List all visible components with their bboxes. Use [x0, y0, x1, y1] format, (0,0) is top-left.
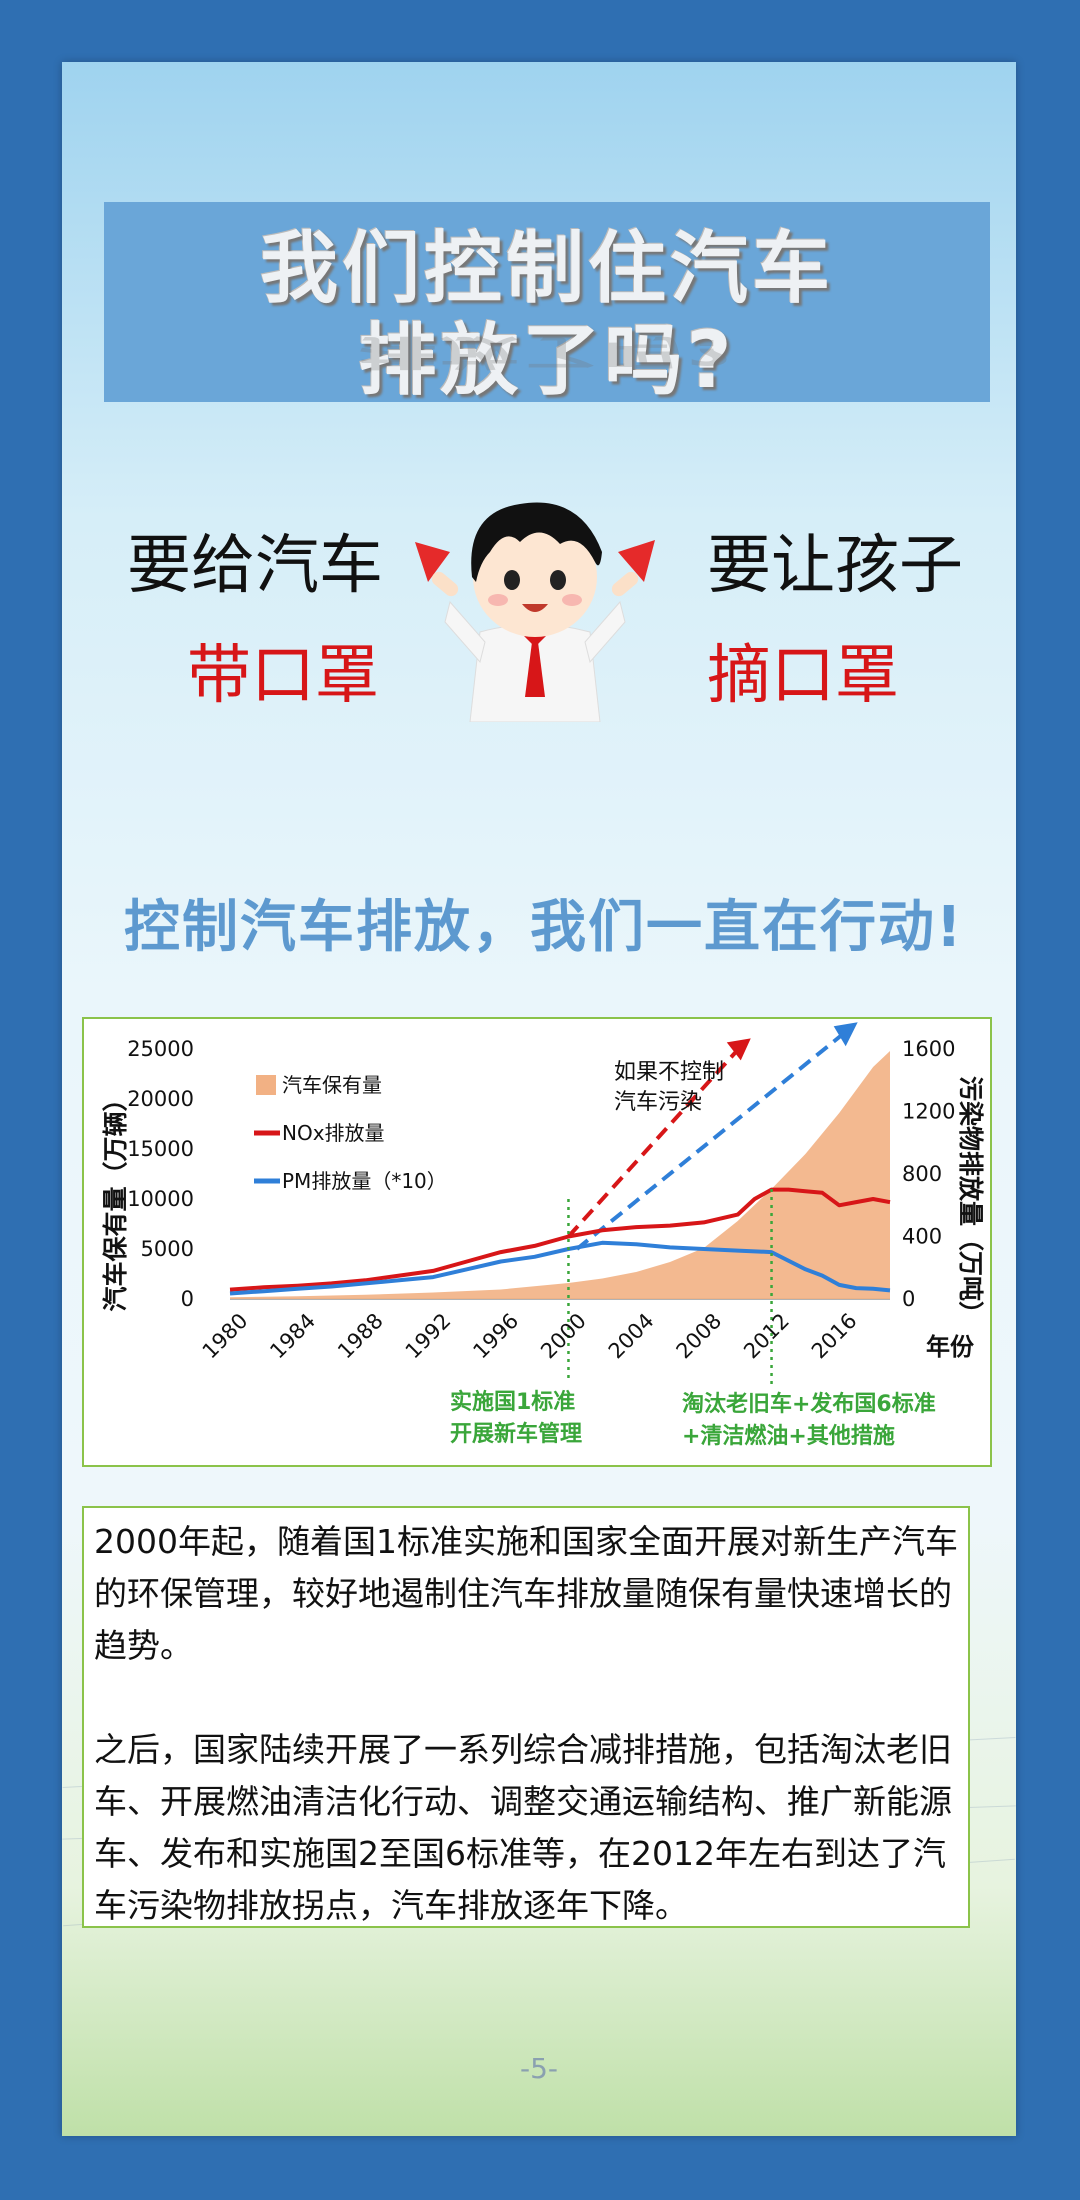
slogan-left-bottom: 带口罩: [187, 639, 379, 713]
x-tick-label: 2004: [604, 1309, 659, 1364]
headline: 控制汽车排放，我们一直在行动!: [124, 895, 964, 960]
x-tick-label: 1992: [401, 1309, 456, 1364]
right-flag: [618, 540, 655, 582]
x-tick-label: 2000: [536, 1309, 591, 1364]
x-tick-label: 2016: [807, 1309, 862, 1364]
x-tick-label: 1988: [333, 1309, 388, 1364]
line-nox-emissions: [229, 1187, 891, 1292]
poster-page: 我们控制住汽车 排放了吗? 排放了吗? 要给汽车 带口罩 要让孩子 摘口罩 控制…: [62, 62, 1016, 2136]
x-tick-label: 1984: [265, 1309, 320, 1364]
page-number: -5-: [519, 2052, 559, 2085]
projection-arrow-pm: [575, 1028, 849, 1251]
y-left-tick-label: 10000: [127, 1187, 194, 1211]
paragraph-1: 2000年起，随着国1标准实施和国家全面开展对新生产汽车的环保管理，较好地遏制住…: [94, 1522, 958, 1665]
y-right-tick-label: 800: [902, 1162, 942, 1186]
projection-arrowhead-nox: [726, 1038, 751, 1061]
y-left-axis-title: 汽车保有量（万辆）: [101, 1086, 130, 1311]
chart-container: 0 5000 10000 15000 20000 25000 0 400 800 1200 1600…: [82, 1017, 992, 1467]
y-left-tick-label: 25000: [127, 1037, 194, 1061]
legend-label-vehicle-stock: 汽车保有量: [282, 1073, 382, 1097]
slogan-right-bottom: 摘口罩: [707, 639, 899, 713]
y-right-tick-label: 1200: [902, 1100, 955, 1124]
title-line-1: 我们控制住汽车: [259, 224, 834, 314]
y-left-tick-label: 0: [181, 1287, 194, 1311]
paragraph-2: 之后，国家陆续开展了一系列综合减排措施，包括淘汰老旧车、开展燃油清洁化行动、调整…: [94, 1730, 952, 1925]
y-right-axis-title: 污染物排放量（万吨）: [956, 1076, 985, 1326]
y-right-tick-label: 1600: [902, 1037, 955, 1061]
slogan-right-top: 要让孩子: [707, 529, 963, 603]
emissions-chart: 0 5000 10000 15000 20000 25000 0 400 800 1200 1600…: [101, 1022, 985, 1449]
y-right-tick-label: 0: [902, 1287, 915, 1311]
explanation-box: 2000年起，随着国1标准实施和国家全面开展对新生产汽车的环保管理，较好地遏制住…: [82, 1506, 970, 1928]
legend-swatch-vehicle-stock: [256, 1075, 276, 1095]
x-tick-label: 2012: [739, 1309, 794, 1364]
line-pm-emissions: [229, 1240, 891, 1296]
annotation-2012-line2: +清洁燃油+其他措施: [682, 1423, 895, 1449]
legend-label-nox: NOx排放量: [282, 1121, 385, 1145]
x-axis-title: 年份: [926, 1333, 975, 1361]
title-line-2: 排放了吗?: [358, 316, 736, 406]
annotation-projection-line2: 汽车污染: [614, 1090, 702, 1115]
left-flag: [415, 542, 450, 582]
y-left-tick-label: 20000: [127, 1087, 194, 1111]
y-right-tick-label: 400: [902, 1225, 942, 1249]
annotation-2012-line1: 淘汰老旧车+发布国6标准: [682, 1391, 936, 1417]
y-left-tick-label: 5000: [141, 1237, 194, 1261]
annotation-2000-line1: 实施国1标准: [450, 1389, 575, 1415]
title-band: 我们控制住汽车 排放了吗? 排放了吗?: [104, 202, 990, 406]
annotation-projection-line1: 如果不控制: [614, 1060, 724, 1085]
annotation-2000-line2: 开展新车管理: [450, 1421, 582, 1447]
slogan-left-top: 要给汽车: [127, 529, 383, 603]
legend-label-pm: PM排放量（*10）: [282, 1169, 447, 1193]
young-pioneer-illustration: [415, 502, 655, 722]
title-reflection: 排放了吗?: [358, 331, 736, 372]
x-tick-label: 1996: [468, 1309, 523, 1364]
x-tick-label: 1980: [198, 1309, 253, 1364]
projection-arrowhead-pm: [833, 1022, 858, 1047]
area-vehicle-stock: [230, 1051, 890, 1299]
x-tick-label: 2008: [672, 1309, 727, 1364]
y-left-tick-label: 15000: [127, 1137, 194, 1161]
